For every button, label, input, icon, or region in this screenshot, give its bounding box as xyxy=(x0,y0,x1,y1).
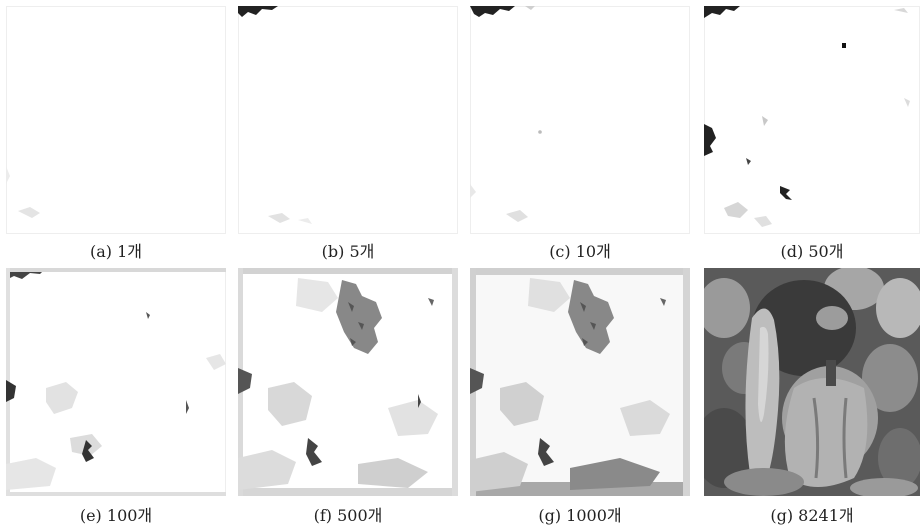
panel-f-image xyxy=(238,268,458,496)
caption-b: (b) 5개 xyxy=(321,242,375,261)
panel-a-image xyxy=(6,6,226,234)
caption-d: (d) 50개 xyxy=(780,242,844,261)
caption-a: (a) 1개 xyxy=(89,242,142,261)
panel-e-image xyxy=(6,268,226,496)
caption-f: (f) 500개 xyxy=(313,506,383,525)
caption-g2: (g) 8241개 xyxy=(770,506,854,525)
panel-g2-peppers-image xyxy=(704,268,920,496)
panel-c-image xyxy=(470,6,690,234)
panel-d-image xyxy=(704,6,920,234)
caption-c: (c) 10개 xyxy=(549,242,611,261)
panel-g1-image xyxy=(470,268,690,496)
caption-e: (e) 100개 xyxy=(79,506,153,525)
caption-g1: (g) 1000개 xyxy=(538,506,622,525)
panel-b-image xyxy=(238,6,458,234)
